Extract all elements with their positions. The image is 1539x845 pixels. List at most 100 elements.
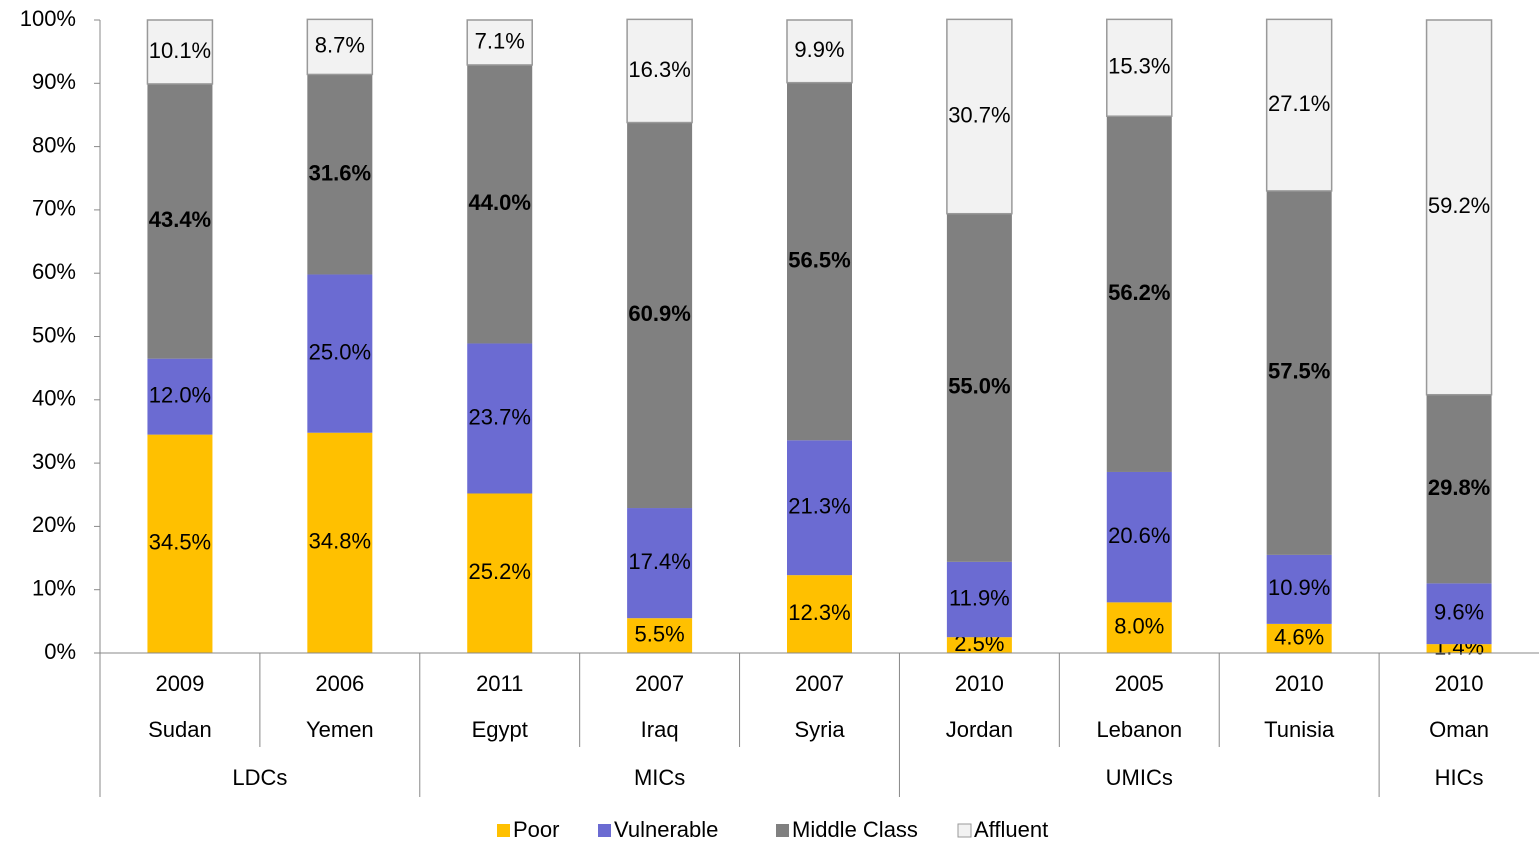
y-tick-label: 60%: [32, 259, 76, 284]
y-tick-label: 70%: [32, 196, 76, 221]
bar-segment: [1106, 18, 1173, 117]
x-tick-label: Lebanon: [1096, 717, 1182, 742]
data-label: 8.7%: [315, 33, 365, 58]
bar-segment: [787, 440, 852, 576]
data-label: 15.3%: [1108, 54, 1170, 79]
group-label: MICs: [634, 765, 685, 790]
data-label: 9.6%: [1434, 600, 1484, 625]
data-label: 9.9%: [794, 37, 844, 62]
data-label: 34.8%: [309, 529, 371, 554]
x-tick-label: 2010: [1435, 671, 1484, 696]
bar-segment: [1426, 394, 1492, 584]
data-label: 10.9%: [1268, 575, 1330, 600]
bar-segment: [1106, 471, 1172, 603]
bar-segment: [1266, 623, 1332, 653]
x-tick-label: Syria: [794, 717, 845, 742]
bar-segment: [787, 82, 852, 441]
bar-segment: [627, 122, 693, 509]
data-label: 56.2%: [1108, 280, 1170, 305]
bar-segment: [626, 18, 693, 124]
x-tick-label: Tunisia: [1264, 717, 1335, 742]
data-label: 21.3%: [788, 494, 850, 519]
bar-segment: [147, 434, 213, 653]
y-tick-label: 20%: [32, 512, 76, 537]
y-tick-label: 90%: [32, 69, 76, 94]
data-label: 20.6%: [1108, 523, 1170, 548]
x-tick-label: Jordan: [946, 717, 1013, 742]
data-label: 12.0%: [149, 382, 211, 407]
x-tick-label: 2010: [955, 671, 1004, 696]
bar-segment: [1426, 644, 1492, 653]
bar-segment: [1106, 602, 1172, 653]
bar-segment: [786, 19, 853, 84]
group-label: LDCs: [232, 765, 287, 790]
data-label: 55.0%: [948, 374, 1010, 399]
bar-segment: [307, 432, 373, 653]
y-tick-label: 10%: [32, 576, 76, 601]
data-label: 8.0%: [1114, 613, 1164, 638]
bar-segment: [1426, 583, 1492, 645]
bar-segment: [307, 274, 373, 433]
legend-label: Poor: [513, 817, 559, 842]
bar-segment: [1266, 190, 1332, 555]
bar-segment: [467, 493, 533, 653]
y-tick-label: 0%: [44, 639, 76, 664]
bar-segment: [627, 618, 693, 653]
data-label: 7.1%: [475, 28, 525, 53]
data-label: 10.1%: [149, 38, 211, 63]
bar-segment: [1265, 18, 1333, 192]
x-tick-label: Iraq: [641, 717, 679, 742]
data-label: 43.4%: [149, 207, 211, 232]
x-tick-label: 2007: [635, 671, 684, 696]
legend-swatch: [598, 824, 611, 837]
x-tick-label: Sudan: [148, 717, 212, 742]
bar-segment: [306, 18, 374, 76]
x-tick-label: 2009: [155, 671, 204, 696]
data-label: 27.1%: [1268, 91, 1330, 116]
data-label: 44.0%: [469, 190, 531, 215]
bar-segment: [946, 18, 1013, 215]
y-tick-label: 50%: [32, 322, 76, 347]
y-tick-label: 40%: [32, 386, 76, 411]
group-label: HICs: [1435, 765, 1484, 790]
y-tick-label: 80%: [32, 132, 76, 157]
legend-swatch: [497, 824, 510, 837]
legend-swatch: [957, 823, 972, 838]
data-label: 5.5%: [635, 621, 685, 646]
bar-segment: [627, 508, 693, 619]
bar-segment: [946, 561, 1012, 638]
x-tick-label: Oman: [1429, 717, 1489, 742]
bar-segment: [467, 64, 533, 344]
bar-segment: [1425, 19, 1493, 396]
data-label: 17.4%: [628, 549, 690, 574]
data-label: 57.5%: [1268, 359, 1330, 384]
data-label: 34.5%: [149, 530, 211, 555]
legend-label: Middle Class: [792, 817, 918, 842]
x-tick-label: Egypt: [472, 717, 528, 742]
y-tick-label: 30%: [32, 449, 76, 474]
bar-segment: [467, 343, 533, 494]
data-label: 23.7%: [469, 404, 531, 429]
data-label: 30.7%: [948, 102, 1010, 127]
x-tick-label: 2010: [1275, 671, 1324, 696]
bar-segment: [787, 575, 852, 653]
data-label: 25.0%: [309, 339, 371, 364]
bar-segment: [1106, 116, 1172, 472]
bar-segment: [1266, 554, 1332, 624]
data-label: 29.8%: [1428, 475, 1490, 500]
bar-segment: [466, 19, 533, 66]
bar-segment: [946, 637, 1012, 653]
x-tick-label: 2005: [1115, 671, 1164, 696]
legend-label: Vulnerable: [614, 817, 718, 842]
data-label: 11.9%: [949, 585, 1010, 610]
data-label: 12.3%: [788, 600, 850, 625]
data-label: 60.9%: [628, 301, 690, 326]
data-label: 25.2%: [469, 559, 531, 584]
group-label: UMICs: [1106, 765, 1173, 790]
data-label: 56.5%: [788, 247, 850, 272]
bar-segment: [307, 74, 373, 275]
legend-label: Affluent: [974, 817, 1048, 842]
data-label: 31.6%: [309, 160, 371, 185]
x-tick-label: 2006: [315, 671, 364, 696]
